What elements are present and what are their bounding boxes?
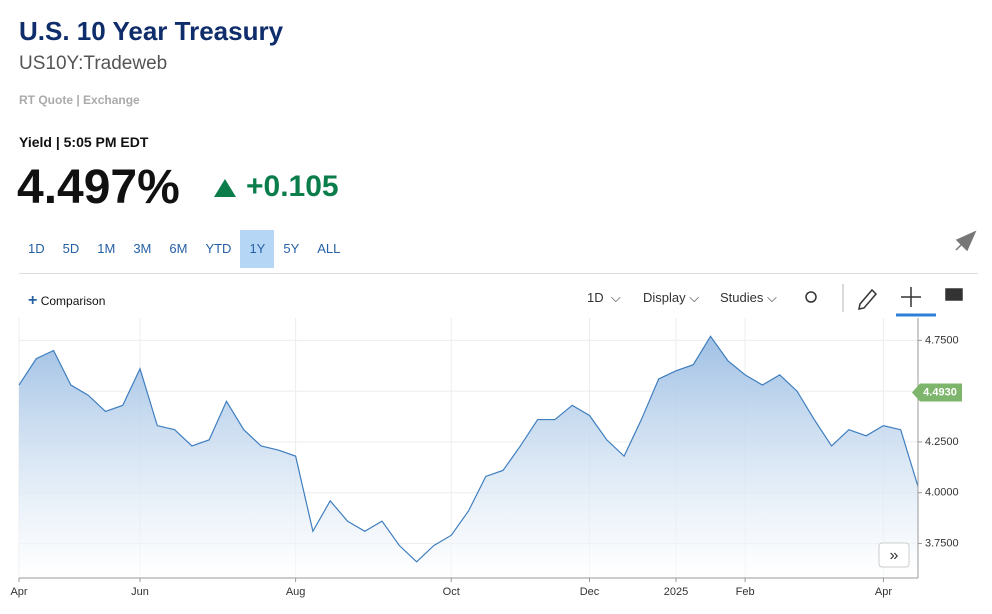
symbol: US10Y:Tradeweb (19, 53, 168, 74)
up-arrow (214, 179, 236, 197)
x-tick-label: Jun (131, 586, 149, 598)
x-tick-label: Aug (286, 586, 306, 598)
studies-label: Studies (720, 290, 764, 305)
quote-source: RT Quote | Exchange (19, 93, 140, 107)
range-button[interactable]: 5D (62, 241, 80, 256)
scroll-button (878, 542, 910, 568)
range-button[interactable]: 6M (169, 241, 188, 256)
range-button[interactable]: 1M (97, 241, 116, 256)
range-button[interactable]: 1Y (240, 230, 275, 268)
y-tick-label: 4.2500 (925, 436, 959, 448)
range-selector: 1D 5D 1M 3M 6M YTD 1Y 5Y ALL (19, 230, 349, 268)
range-button[interactable]: 5Y (283, 241, 300, 256)
x-tick-label: 2025 (664, 586, 688, 598)
interval-label: 1D (587, 290, 604, 305)
last-value-label: 4.4930 (923, 386, 957, 398)
scroll-icon: » (890, 547, 899, 564)
display-menu[interactable]: Display ⌵ (643, 290, 700, 305)
y-tick-label: 4.7500 (925, 334, 959, 346)
comparison-button[interactable]: + Comparison (28, 292, 106, 309)
x-tick-label: Dec (580, 586, 600, 598)
range-button[interactable]: 1D (28, 241, 45, 256)
comparison-label: Comparison (40, 294, 106, 308)
range-button[interactable]: ALL (317, 241, 341, 256)
y-tick-label: 4.0000 (925, 487, 959, 499)
x-tick-label: Apr (875, 586, 892, 598)
x-tick-label: Feb (736, 586, 755, 598)
x-tick-label: Apr (10, 586, 27, 598)
display-label: Display (643, 290, 686, 305)
range-button[interactable]: 3M (133, 241, 152, 256)
last-value-badge (912, 383, 962, 402)
range-button[interactable]: YTD (205, 241, 232, 256)
y-tick-label: 3.7500 (925, 537, 959, 549)
change: +0.105 (246, 170, 339, 203)
y-tick-label: 4.5000 (925, 385, 959, 397)
studies-menu[interactable]: Studies ⌵ (720, 290, 777, 305)
price: 4.497% (17, 161, 180, 214)
line (18, 335, 919, 563)
divider (19, 273, 978, 274)
interval-menu[interactable]: 1D ⌵ (587, 290, 621, 305)
title: U.S. 10 Year Treasury (19, 16, 284, 46)
area-fill (19, 336, 918, 578)
quote-time: Yield | 5:05 PM EDT (19, 134, 149, 150)
x-tick-label: Oct (443, 586, 460, 598)
